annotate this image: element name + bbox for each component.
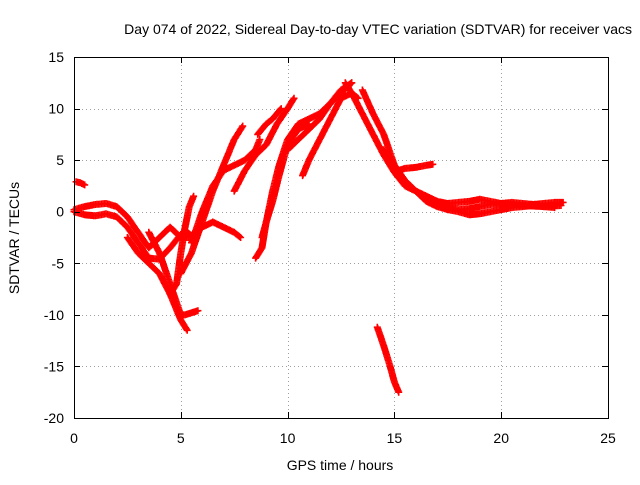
series-track-12 [258,120,313,241]
data-point [348,79,356,87]
series-track-8 [188,136,264,247]
series-track-10 [230,94,298,195]
x-axis-label: GPS time / hours [287,457,394,473]
y-tick-label: -10 [44,307,64,323]
x-tick-label: 25 [600,430,616,446]
data-point [256,136,264,143]
series-track-3 [72,178,89,189]
chart-title: Day 074 of 2022, Sidereal Day-to-day VTE… [124,21,632,37]
x-tick-label: 5 [177,430,185,446]
data-point [429,160,437,168]
data-point [239,122,247,130]
data-point [277,105,285,113]
data-point [81,181,89,189]
x-tick-label: 20 [493,430,509,446]
series-track-6 [166,192,198,298]
series-track-7 [177,122,247,278]
data-point [237,234,245,241]
y-tick-label: 15 [48,49,64,65]
data-point [190,192,198,200]
series-track-16 [358,86,567,214]
series-track-5 [145,228,202,319]
y-tick-label: 5 [56,152,64,168]
series-track-19 [373,323,403,396]
y-tick-label: -15 [44,358,64,374]
series-track-15 [341,79,565,211]
data-layer [70,79,567,396]
x-tick-label: 15 [387,430,403,446]
data-point [551,204,559,212]
series-track-17 [380,146,559,219]
series-track-18 [395,160,437,174]
tick-label-layer: 0 5 10 15 20 25 -20 -15 -10 -5 0 5 10 15 [44,49,616,446]
y-tick-label: 0 [56,204,64,220]
y-tick-label: -20 [44,410,64,426]
data-point [559,198,567,206]
data-point [194,307,202,315]
data-point [395,388,403,396]
data-point [183,326,191,334]
series-track-9 [254,105,285,138]
x-tick-label: 0 [70,430,78,446]
data-point [236,233,243,241]
data-point [276,106,284,114]
x-tick-label: 10 [280,430,296,446]
y-tick-label: -5 [52,255,65,271]
tick-layer [74,57,609,419]
plot-frame [74,57,609,419]
y-tick-label: 10 [48,101,64,117]
data-point [290,94,298,102]
y-axis-label: SDTVAR / TECUs [6,182,22,294]
